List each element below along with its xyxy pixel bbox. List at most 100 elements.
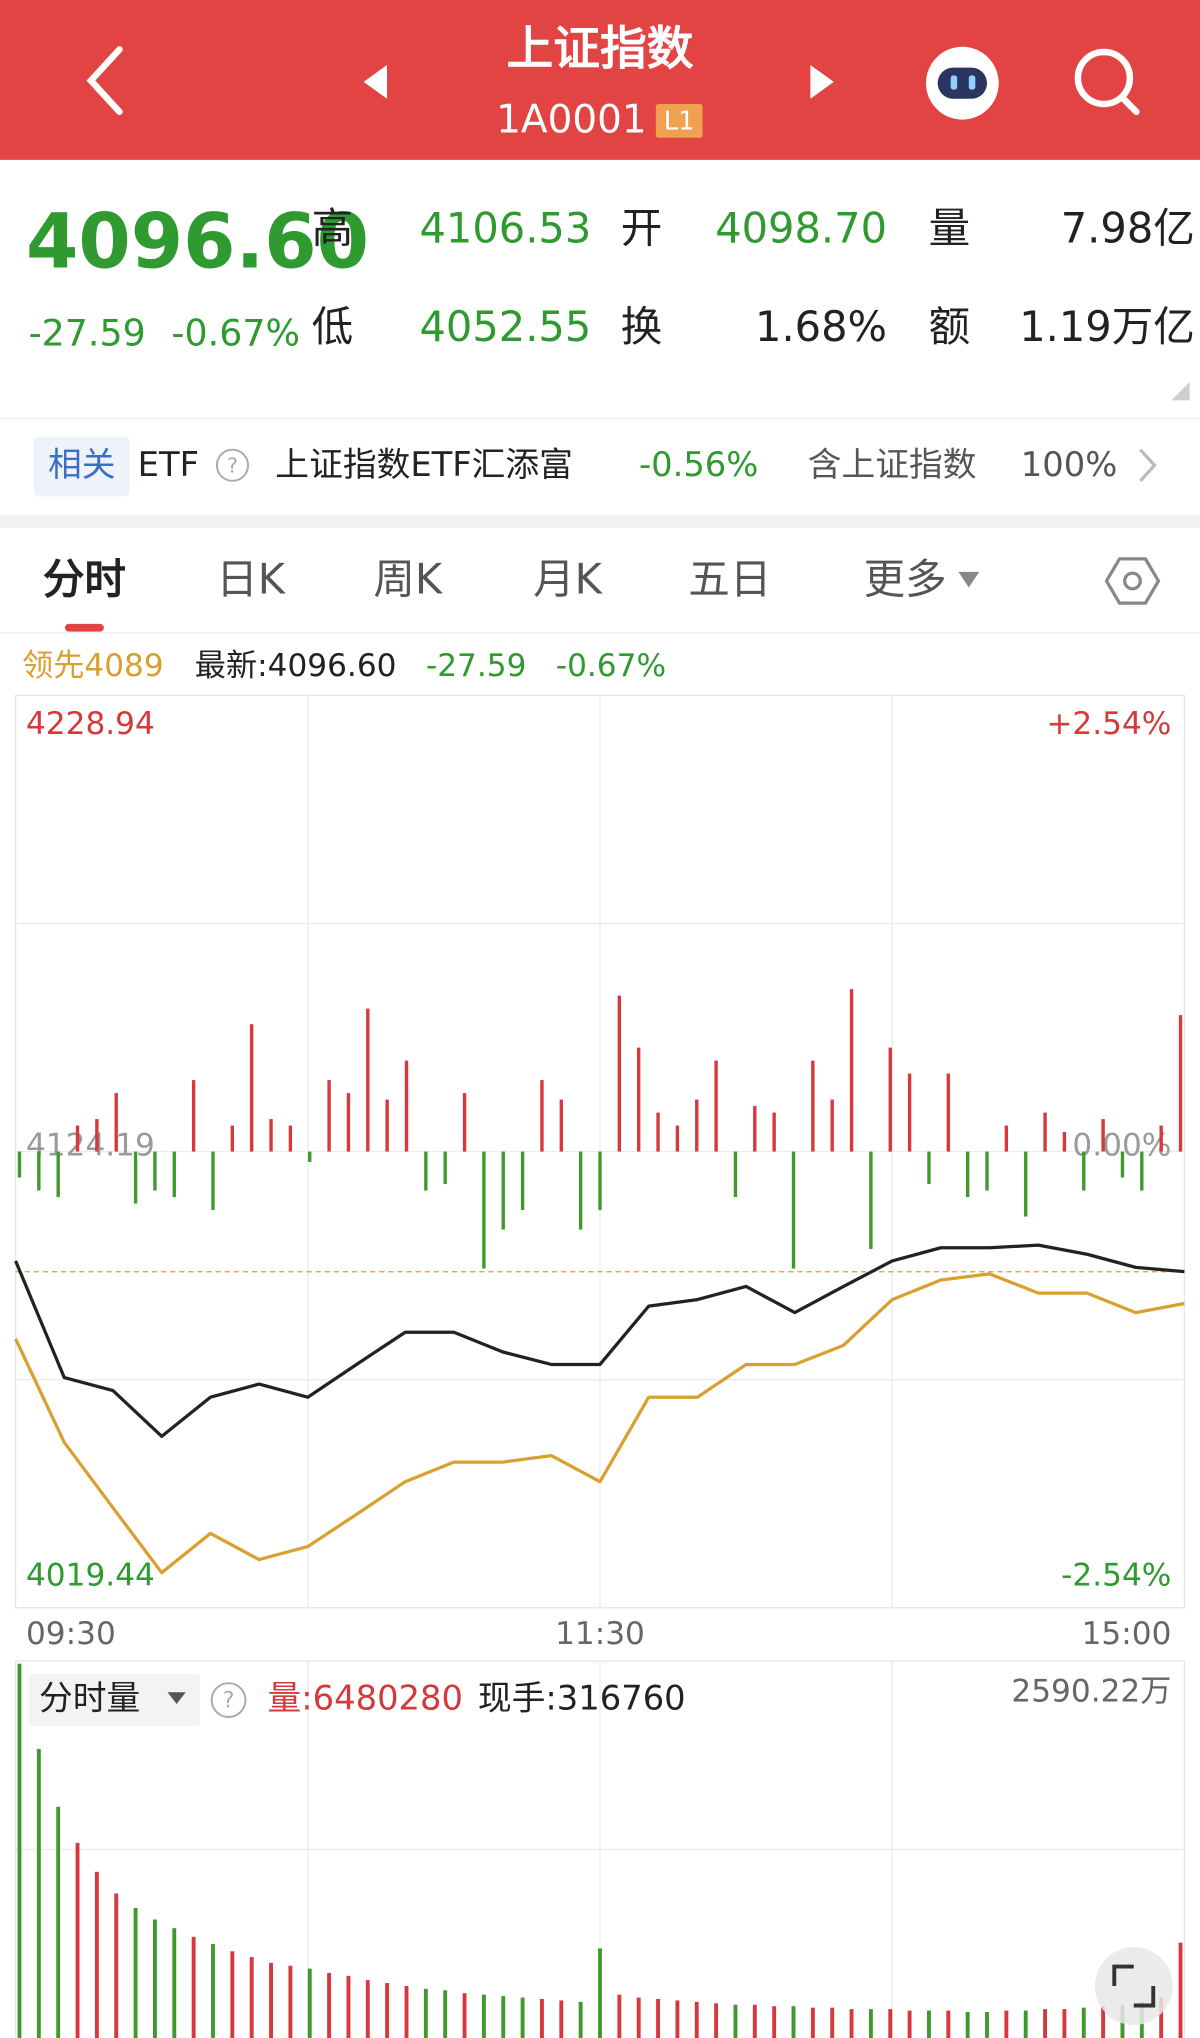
volume-bar	[423, 1988, 428, 2038]
y2-tick-label: +2.54%	[1046, 706, 1171, 742]
etf-row[interactable]: 相关 ETF ? 上证指数ETF汇添富 -0.56% 含上证指数 100%	[33, 436, 1157, 497]
settings-hex	[1104, 557, 1161, 605]
volume-bar	[540, 1998, 544, 2038]
bar	[772, 1112, 776, 1152]
stat-label: 换	[621, 302, 663, 351]
bar	[714, 1060, 718, 1152]
help-mark: ?	[223, 1688, 235, 1713]
bar	[501, 1151, 505, 1230]
dropdown-arrow	[958, 571, 980, 588]
volume-bar	[114, 1893, 119, 2038]
stat-value: 4052.55	[419, 302, 591, 351]
volume-bar	[152, 1919, 157, 2038]
volume-bar	[133, 1907, 138, 2038]
tab[interactable]: 更多	[864, 554, 947, 603]
bar	[153, 1151, 157, 1191]
volume-selector[interactable]	[28, 1674, 201, 1727]
volume-bar	[656, 1998, 660, 2038]
bar	[346, 1093, 351, 1152]
y-tick-label: 4124.19	[26, 1127, 155, 1163]
tab[interactable]: 日K	[216, 554, 287, 603]
volume-bar	[636, 1997, 641, 2038]
stat-value: 7.98亿	[1061, 203, 1195, 252]
volume-bar	[230, 1951, 235, 2038]
x-tick-label: 09:30	[26, 1616, 116, 1652]
volume-bar	[965, 2011, 970, 2038]
expand-button[interactable]	[1094, 1947, 1173, 2026]
volume-bar	[559, 2000, 564, 2038]
bar	[327, 1080, 331, 1152]
change: -27.59	[29, 311, 146, 354]
stat-label: 低	[312, 302, 354, 351]
bar	[133, 1151, 138, 1204]
bar	[753, 1106, 757, 1152]
volume-bar	[307, 1968, 312, 2038]
stat-value: 1.68%	[755, 302, 887, 351]
volume-bar	[694, 2001, 699, 2038]
next-button[interactable]	[810, 64, 834, 99]
help-icon[interactable]	[210, 1682, 247, 1718]
bar	[1159, 1125, 1163, 1152]
volume-bar	[249, 1957, 254, 2038]
search-ring	[1074, 48, 1134, 108]
volume-bar	[269, 1962, 273, 2038]
bar	[598, 1151, 602, 1211]
level-badge	[655, 103, 703, 138]
stat-value: 4098.70	[715, 203, 887, 252]
bar	[830, 1099, 834, 1152]
volume-bar	[578, 2001, 583, 2038]
bar	[1101, 1119, 1105, 1152]
tab[interactable]: 周K	[373, 554, 444, 603]
bar	[907, 1073, 912, 1152]
volume-bar	[462, 1993, 467, 2038]
latest-change: -27.59	[426, 648, 526, 684]
tab[interactable]: 五日	[688, 554, 771, 603]
bar	[1062, 1132, 1067, 1152]
volume-bar	[714, 2003, 719, 2038]
stat-value: 4106.53	[419, 203, 591, 252]
help-mark: ?	[227, 454, 238, 478]
search-button[interactable]	[1074, 48, 1140, 116]
etf-change: -0.56%	[639, 445, 758, 484]
volume-bar	[1023, 2010, 1028, 2038]
change-pct: -0.67%	[171, 311, 300, 354]
volume-bar	[36, 1748, 41, 2038]
bar	[172, 1151, 176, 1198]
etf-tag: 相关	[48, 445, 116, 484]
volume-bar	[1081, 2007, 1086, 2038]
latest-change-pct: -0.67%	[556, 648, 666, 684]
back-button[interactable]	[86, 46, 123, 116]
bar	[656, 1112, 660, 1152]
settings-button[interactable]	[1104, 557, 1161, 605]
prev-button[interactable]	[363, 64, 388, 99]
volume-bar	[501, 1996, 506, 2038]
volume-bar	[481, 1994, 486, 2038]
volume-bar	[365, 1980, 370, 2038]
volume-label: 量:6480280	[268, 1679, 463, 1718]
level-label: L1	[664, 107, 695, 137]
volume-bar	[346, 1975, 351, 2038]
bar	[191, 1080, 196, 1152]
bar	[540, 1080, 544, 1152]
tab[interactable]: 分时	[43, 554, 126, 603]
header-code: 1A0001	[496, 98, 647, 143]
legend-entry: 最新:4096.60	[195, 648, 397, 684]
bar	[443, 1151, 447, 1185]
section-gap	[0, 514, 1200, 528]
robot-eye	[950, 75, 958, 90]
robot-eye	[968, 75, 976, 90]
volume-bar	[772, 2006, 777, 2038]
assistant-button[interactable]	[925, 46, 999, 120]
bar	[637, 1047, 641, 1152]
dropdown-arrow	[167, 1692, 186, 1704]
settings-dot	[1123, 571, 1142, 591]
bar	[404, 1060, 409, 1152]
bar	[617, 995, 622, 1152]
bar	[695, 1099, 699, 1152]
etf-tag-bg	[33, 436, 130, 497]
tab[interactable]: 月K	[533, 554, 604, 603]
volume-title: 分时量	[39, 1679, 140, 1718]
volume-bar	[385, 1983, 390, 2038]
bar	[888, 1047, 892, 1152]
etf-weight-label: 含上证指数	[808, 445, 977, 484]
